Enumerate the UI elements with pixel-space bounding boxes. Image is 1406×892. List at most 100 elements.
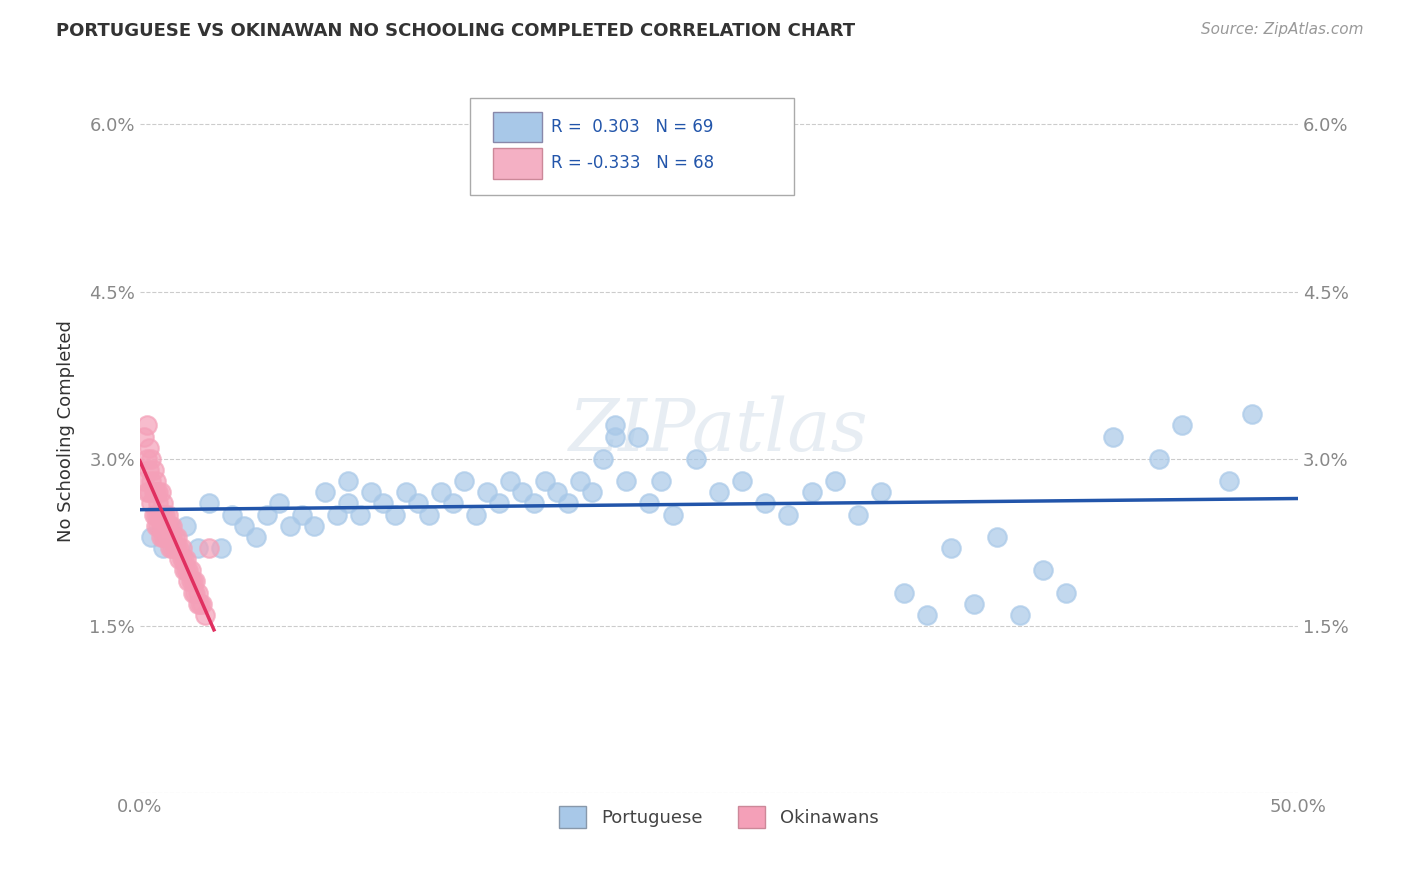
Point [135,451,157,466]
Point [156,508,179,522]
Point [159,541,181,555]
Point [142,508,165,522]
Point [209,541,232,555]
Point [581,485,603,500]
Point [603,429,626,443]
Point [159,518,181,533]
Text: R = -0.333   N = 68: R = -0.333 N = 68 [551,154,714,172]
Point [152,508,174,522]
Point [194,607,217,622]
Point [233,518,256,533]
Point [145,518,167,533]
Point [650,474,672,488]
Point [1101,429,1123,443]
Point [917,607,939,622]
Point [145,508,167,522]
Point [152,518,174,533]
Point [149,518,172,533]
Point [488,496,510,510]
Point [180,563,202,577]
FancyBboxPatch shape [494,112,541,143]
Point [162,518,184,533]
Point [152,541,174,555]
Point [135,418,157,433]
Point [1054,585,1077,599]
Point [167,541,190,555]
Point [557,496,579,510]
Point [141,474,163,488]
Point [184,585,207,599]
Point [148,518,170,533]
Point [138,463,160,477]
Point [134,474,156,488]
Point [371,496,394,510]
Point [245,530,267,544]
Point [477,485,499,500]
Point [149,485,172,500]
Point [187,597,209,611]
Point [155,508,177,522]
Point [800,485,823,500]
Y-axis label: No Schooling Completed: No Schooling Completed [58,320,75,541]
Point [986,530,1008,544]
Point [141,451,163,466]
Point [661,508,683,522]
Legend: Portuguese, Okinawans: Portuguese, Okinawans [553,798,886,835]
Point [314,485,336,500]
Point [302,518,325,533]
Point [1032,563,1054,577]
Point [177,563,200,577]
Point [464,508,486,522]
Point [174,552,197,566]
Point [141,530,163,544]
Point [337,496,360,510]
Point [603,418,626,433]
Point [162,530,184,544]
Point [138,441,160,455]
Point [159,530,181,544]
Point [824,474,846,488]
Point [614,474,637,488]
Point [191,597,214,611]
Point [135,485,157,500]
Point [174,563,197,577]
Point [453,474,475,488]
Point [754,496,776,510]
Point [156,518,179,533]
Point [145,474,167,488]
Point [173,563,195,577]
Point [731,474,754,488]
Point [163,530,186,544]
Point [406,496,429,510]
Point [638,496,661,510]
Point [568,474,591,488]
Point [1218,474,1240,488]
Point [166,530,188,544]
Point [174,518,197,533]
Point [707,485,730,500]
Point [173,552,195,566]
FancyBboxPatch shape [494,148,541,178]
Point [145,485,167,500]
Text: Source: ZipAtlas.com: Source: ZipAtlas.com [1201,22,1364,37]
Point [198,496,221,510]
Point [1147,451,1170,466]
Point [360,485,382,500]
Point [893,585,915,599]
Point [870,485,893,500]
Point [149,508,172,522]
Text: R =  0.303   N = 69: R = 0.303 N = 69 [551,119,713,136]
Point [627,429,650,443]
Point [510,485,533,500]
Point [349,508,371,522]
Point [963,597,986,611]
Point [181,585,204,599]
Point [846,508,869,522]
Point [163,541,186,555]
Point [162,541,184,555]
Point [167,552,190,566]
Point [184,574,207,589]
Point [149,530,172,544]
Point [337,474,360,488]
Point [177,574,200,589]
